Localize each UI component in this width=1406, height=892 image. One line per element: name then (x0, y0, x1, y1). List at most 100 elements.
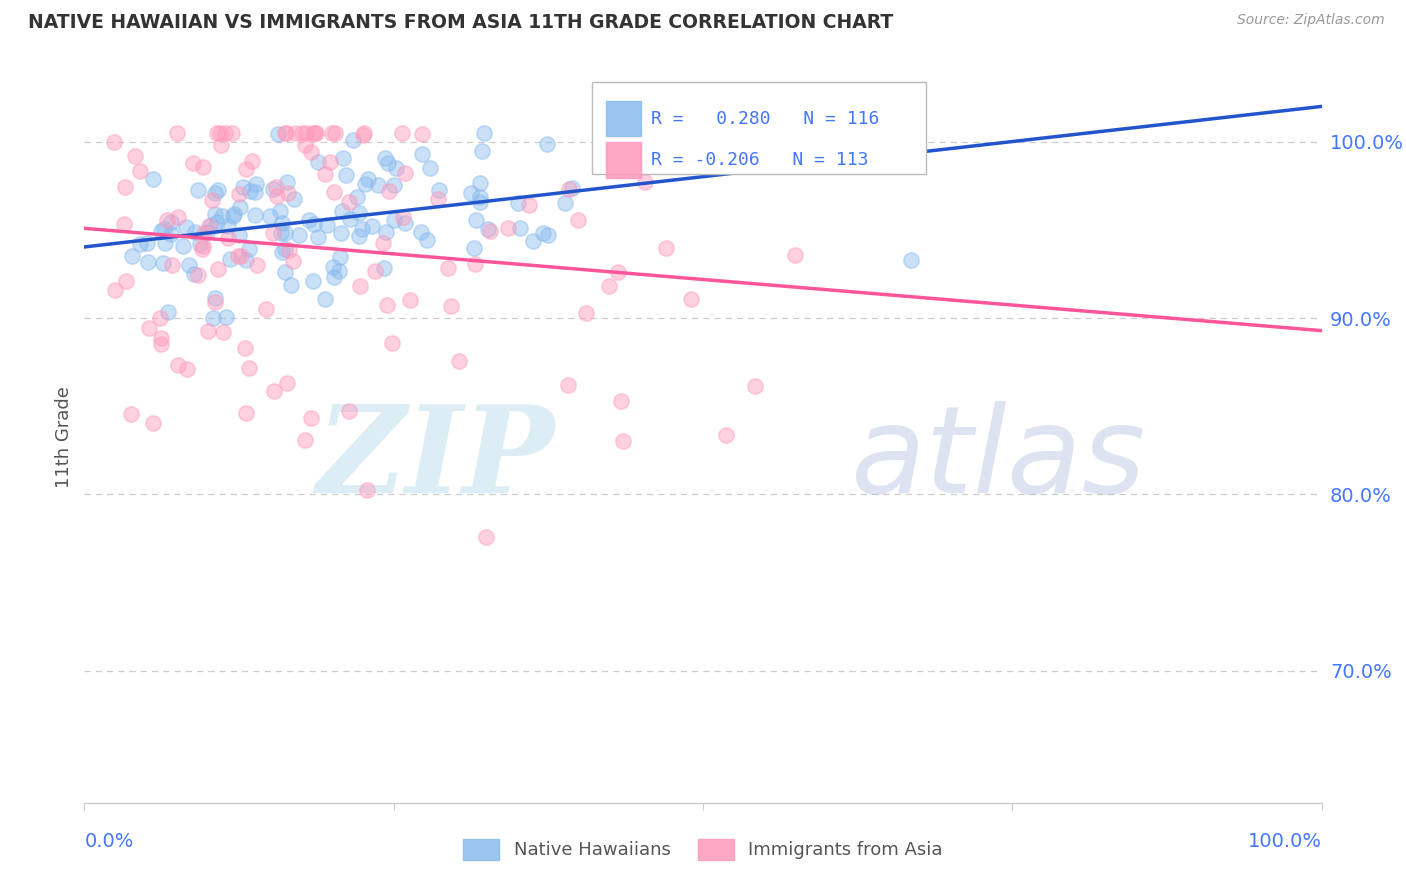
Point (321, 126, 343, 140)
Point (211, 210, 233, 224)
Point (191, 239, 214, 253)
Point (335, 168, 357, 182)
Point (149, 224, 172, 238)
Point (228, 187, 250, 202)
Point (900, 252, 922, 267)
Point (634, 175, 657, 189)
Point (153, 236, 176, 251)
Point (304, 126, 326, 140)
Point (470, 176, 492, 190)
Point (427, 192, 450, 206)
Point (342, 133, 364, 147)
Point (411, 147, 433, 161)
Text: 0.0%: 0.0% (84, 832, 134, 851)
Point (217, 219, 239, 233)
Point (221, 126, 243, 140)
Point (245, 258, 267, 272)
Point (567, 212, 589, 227)
Point (228, 248, 250, 262)
Point (557, 182, 579, 196)
Point (598, 279, 620, 293)
Point (447, 353, 470, 368)
Point (391, 126, 413, 140)
Point (472, 126, 495, 140)
Point (337, 194, 360, 209)
Point (332, 151, 354, 165)
Point (679, 293, 702, 307)
Point (307, 154, 329, 169)
Point (273, 126, 295, 140)
Point (477, 222, 499, 236)
Point (278, 243, 301, 257)
Point (238, 360, 260, 375)
Point (411, 127, 433, 141)
Point (371, 235, 394, 250)
Point (129, 237, 152, 252)
Point (295, 126, 318, 140)
Point (274, 126, 297, 140)
Point (217, 231, 239, 245)
Point (266, 127, 288, 141)
Point (391, 210, 413, 224)
Text: ZIP: ZIP (316, 400, 554, 518)
Point (468, 189, 491, 203)
Point (152, 256, 174, 270)
Bar (606, 143, 641, 178)
Point (238, 242, 260, 256)
Point (557, 378, 579, 392)
Point (209, 137, 232, 152)
Point (710, 128, 733, 143)
Point (167, 210, 190, 224)
Point (302, 218, 325, 232)
Point (281, 253, 304, 268)
Point (377, 156, 399, 170)
Point (352, 128, 374, 142)
Point (314, 167, 336, 181)
Point (655, 242, 678, 256)
Point (375, 225, 398, 239)
Point (427, 183, 450, 197)
Point (177, 258, 200, 272)
Point (305, 126, 328, 140)
Point (240, 154, 263, 169)
Point (245, 178, 267, 192)
Point (394, 166, 416, 180)
Point (262, 227, 284, 241)
Point (398, 293, 420, 307)
Point (409, 225, 432, 239)
Point (254, 302, 277, 317)
Point (347, 229, 370, 244)
Point (202, 311, 225, 326)
Point (346, 190, 368, 204)
Point (103, 135, 125, 149)
Point (245, 209, 267, 223)
Point (709, 147, 731, 161)
Point (314, 292, 336, 306)
Point (160, 227, 183, 241)
Point (415, 233, 437, 247)
Point (172, 238, 194, 252)
Point (204, 291, 226, 305)
Point (276, 175, 298, 189)
Point (274, 226, 297, 240)
Point (207, 183, 229, 197)
Point (298, 213, 321, 227)
Point (356, 483, 378, 497)
Point (233, 342, 256, 356)
Point (204, 186, 226, 200)
Point (204, 207, 226, 221)
Point (219, 252, 242, 267)
Point (221, 209, 243, 223)
Point (349, 206, 371, 220)
Point (191, 160, 214, 174)
Point (259, 209, 281, 223)
Point (195, 225, 218, 239)
Point (354, 177, 377, 191)
Point (316, 218, 339, 232)
Point (197, 324, 219, 338)
Point (373, 260, 395, 275)
Point (166, 126, 188, 140)
Point (239, 184, 262, 198)
Point (156, 213, 179, 227)
Point (269, 204, 291, 219)
